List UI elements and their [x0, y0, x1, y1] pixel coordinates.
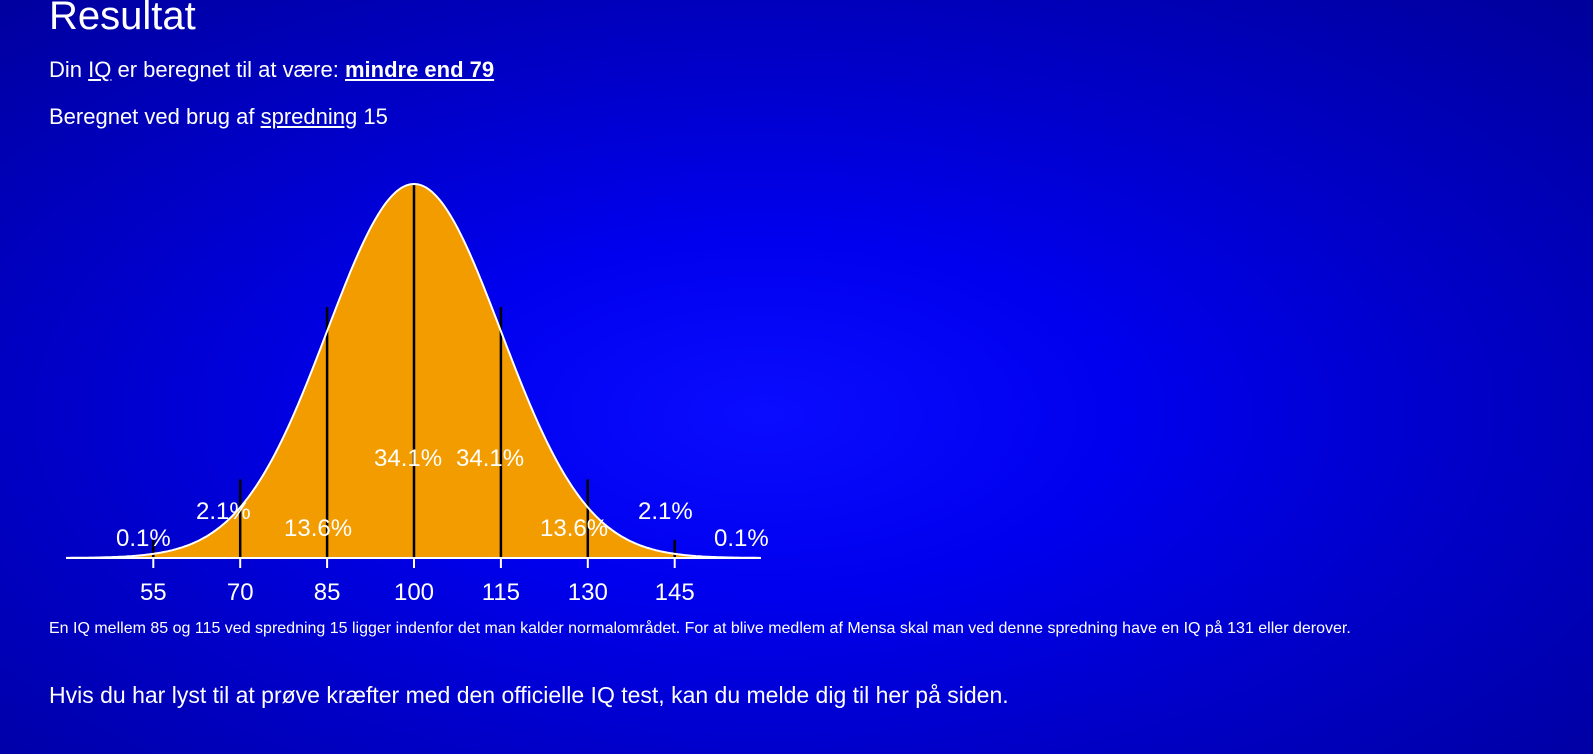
segment-label: 13.6% — [284, 515, 352, 542]
deviation-prefix: Beregnet ved brug af — [49, 104, 255, 129]
x-tick-label: 55 — [140, 579, 167, 606]
spredning-link[interactable]: spredning — [260, 104, 358, 129]
result-prefix: Din — [49, 57, 83, 82]
distribution-curve — [66, 182, 760, 559]
normal-range-note: En IQ mellem 85 og 115 ved spredning 15 … — [49, 620, 1351, 637]
iq-distribution-chart: 55 70 85 100 115 130 145 0.1% 2.1% 13.6% 34.1% 34.1… — [66, 182, 769, 606]
x-tick-label: 85 — [314, 579, 341, 606]
deviation-value: 15 — [363, 104, 388, 129]
segment-label: 0.1% — [116, 525, 171, 552]
page-title: Resultat — [49, 0, 196, 38]
segment-label: 2.1% — [196, 498, 251, 525]
official-test-text: Hvis du har lyst til at prøve kræfter me… — [49, 682, 1009, 708]
iq-result-value: mindre end 79 — [344, 57, 495, 82]
segment-label: 0.1% — [714, 525, 769, 552]
x-tick-label: 100 — [394, 579, 434, 606]
segment-label: 13.6% — [540, 515, 608, 542]
result-middle: er beregnet til at være: — [117, 57, 339, 82]
x-tick-label: 130 — [568, 579, 608, 606]
x-tick-label: 145 — [655, 579, 695, 606]
x-tick-label: 115 — [482, 579, 520, 606]
iq-result-line: Din IQ er beregnet til at være: mindre e… — [49, 56, 494, 84]
deviation-line: Beregnet ved brug af spredning 15 — [49, 103, 388, 131]
x-tick-label: 70 — [227, 579, 254, 606]
segment-label: 2.1% — [638, 498, 693, 525]
iq-link[interactable]: IQ — [88, 57, 112, 82]
segment-label: 34.1% — [374, 445, 442, 472]
segment-label: 34.1% — [456, 445, 524, 472]
